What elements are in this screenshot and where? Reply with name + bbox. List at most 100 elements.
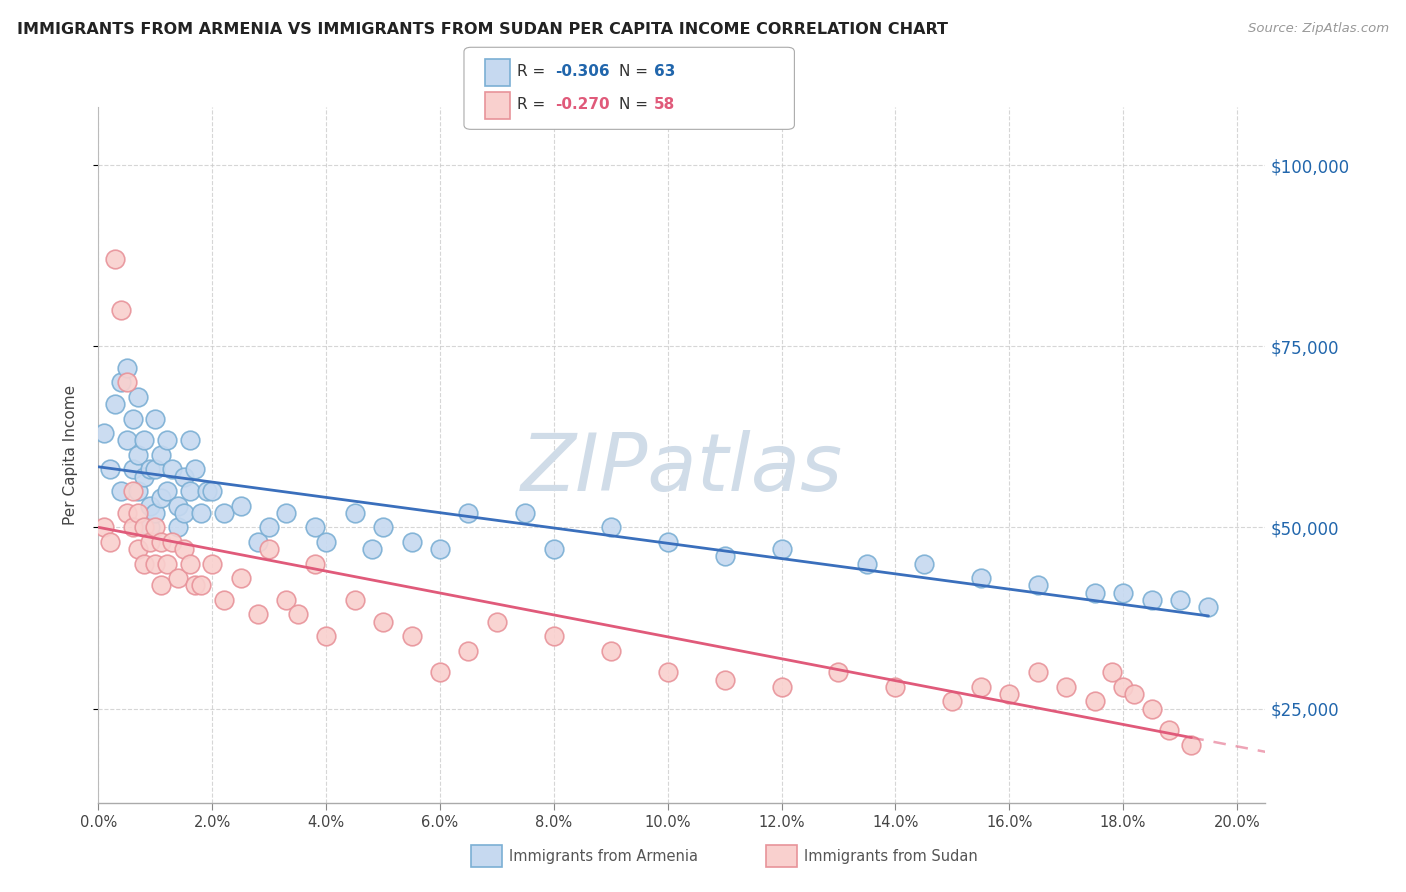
Point	[121, 462, 143, 476]
Point	[1084, 694, 1107, 708]
Point	[98, 534, 121, 549]
Point	[127, 484, 149, 499]
Point	[229, 571, 252, 585]
Point	[173, 506, 195, 520]
Point	[515, 506, 537, 520]
Text: 58: 58	[654, 97, 675, 112]
Point	[429, 542, 451, 557]
Point	[1112, 680, 1135, 694]
Point	[110, 303, 132, 318]
Point	[429, 665, 451, 680]
Point	[127, 506, 149, 520]
Text: R =: R =	[517, 64, 551, 78]
Text: IMMIGRANTS FROM ARMENIA VS IMMIGRANTS FROM SUDAN PER CAPITA INCOME CORRELATION C: IMMIGRANTS FROM ARMENIA VS IMMIGRANTS FR…	[17, 22, 948, 37]
Text: Source: ZipAtlas.com: Source: ZipAtlas.com	[1249, 22, 1389, 36]
Point	[304, 557, 326, 571]
Point	[276, 506, 298, 520]
Point	[912, 557, 935, 571]
Text: -0.306: -0.306	[555, 64, 610, 78]
Point	[543, 629, 565, 643]
Point	[93, 426, 115, 441]
Point	[315, 629, 337, 643]
Point	[1198, 600, 1220, 615]
Point	[132, 520, 155, 534]
Point	[212, 592, 235, 607]
Point	[1101, 665, 1123, 680]
Point	[121, 520, 143, 534]
Point	[110, 376, 132, 390]
Text: R =: R =	[517, 97, 551, 112]
Point	[1168, 592, 1191, 607]
Point	[1123, 687, 1146, 701]
Point	[127, 390, 149, 404]
Point	[713, 673, 735, 687]
Point	[115, 376, 138, 390]
Point	[543, 542, 565, 557]
Point	[827, 665, 849, 680]
Point	[167, 571, 190, 585]
Point	[143, 506, 166, 520]
Point	[287, 607, 309, 622]
Point	[941, 694, 963, 708]
Point	[770, 680, 793, 694]
Point	[856, 557, 879, 571]
Point	[599, 520, 621, 534]
Point	[770, 542, 793, 557]
Text: ZIPatlas: ZIPatlas	[520, 430, 844, 508]
Point	[190, 578, 212, 592]
Point	[138, 462, 160, 476]
Text: Immigrants from Sudan: Immigrants from Sudan	[804, 849, 979, 863]
Point	[132, 434, 155, 448]
Point	[179, 557, 201, 571]
Point	[179, 484, 201, 499]
Point	[162, 534, 184, 549]
Point	[884, 680, 907, 694]
Text: 63: 63	[654, 64, 675, 78]
Point	[143, 557, 166, 571]
Point	[257, 542, 280, 557]
Point	[360, 542, 382, 557]
Point	[150, 534, 173, 549]
Point	[132, 557, 155, 571]
Point	[104, 397, 127, 411]
Point	[173, 542, 195, 557]
Point	[143, 411, 166, 425]
Point	[115, 434, 138, 448]
Point	[190, 506, 212, 520]
Point	[1180, 738, 1202, 752]
Point	[184, 578, 207, 592]
Point	[1140, 592, 1163, 607]
Point	[167, 499, 190, 513]
Point	[457, 643, 479, 657]
Point	[970, 680, 993, 694]
Point	[195, 484, 218, 499]
Point	[657, 665, 679, 680]
Point	[156, 434, 179, 448]
Point	[115, 506, 138, 520]
Point	[485, 615, 508, 629]
Point	[138, 499, 160, 513]
Point	[138, 534, 160, 549]
Point	[1026, 578, 1049, 592]
Point	[127, 542, 149, 557]
Point	[138, 520, 160, 534]
Point	[143, 520, 166, 534]
Point	[246, 607, 269, 622]
Y-axis label: Per Capita Income: Per Capita Income	[63, 384, 77, 525]
Point	[110, 484, 132, 499]
Point	[150, 491, 173, 506]
Point	[1140, 701, 1163, 715]
Point	[162, 462, 184, 476]
Point	[127, 448, 149, 462]
Point	[201, 557, 224, 571]
Point	[150, 578, 173, 592]
Point	[457, 506, 479, 520]
Point	[143, 462, 166, 476]
Point	[104, 252, 127, 267]
Point	[179, 434, 201, 448]
Point	[371, 520, 394, 534]
Point	[156, 484, 179, 499]
Point	[276, 592, 298, 607]
Point	[998, 687, 1021, 701]
Point	[371, 615, 394, 629]
